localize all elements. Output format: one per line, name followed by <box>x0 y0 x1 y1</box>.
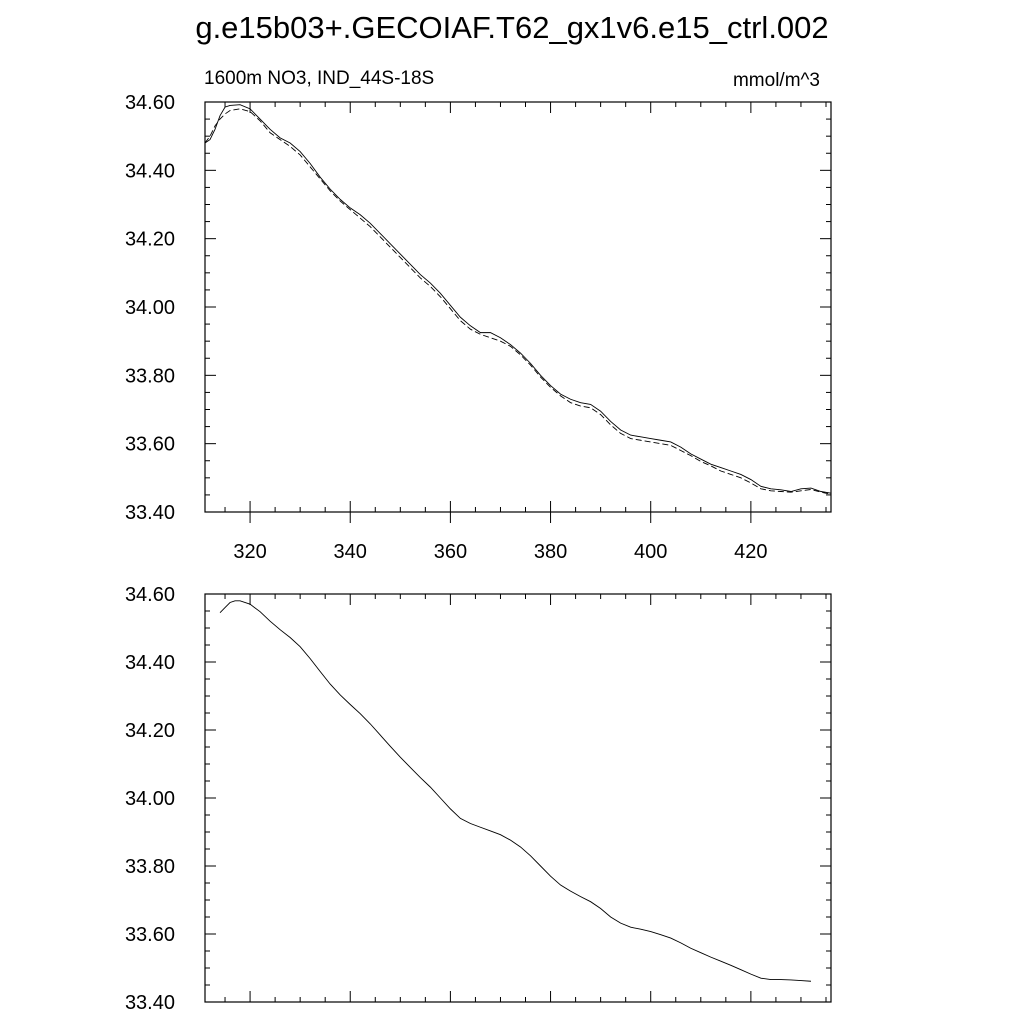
x-tick-label: 360 <box>434 541 467 563</box>
y-tick-label: 33.40 <box>125 502 175 524</box>
y-tick-label: 33.80 <box>125 365 175 387</box>
plot-frame <box>204 593 832 1003</box>
upper-plot-panel: 33.40 33.60 33.80 34.00 34.20 34.40 34.60 320 34… <box>125 92 832 563</box>
series-line-solid <box>204 104 832 494</box>
y-tick-label: 33.40 <box>125 992 175 1014</box>
series-line-dashed <box>204 108 832 495</box>
y-tick-label: 33.60 <box>125 434 175 456</box>
x-tick-label: 400 <box>634 541 667 563</box>
x-tick-label: 420 <box>734 541 767 563</box>
series-line-solid <box>219 600 812 982</box>
x-tick-label: 340 <box>334 541 367 563</box>
panel1-units-label: mmol/m^3 <box>733 70 820 91</box>
figure-title: g.e15b03+.GECOIAF.T62_gx1v6.e15_ctrl.002 <box>195 10 828 45</box>
lower-plot-panel: 33.40 33.60 33.80 34.00 34.20 34.40 34.60 <box>125 584 832 1014</box>
y-tick-label: 34.60 <box>125 584 175 606</box>
plot-frame <box>204 101 832 513</box>
y-tick-label: 34.60 <box>125 92 175 114</box>
y-tick-label: 34.40 <box>125 160 175 182</box>
x-tick-label: 320 <box>233 541 266 563</box>
y-tick-label: 33.80 <box>125 856 175 878</box>
y-tick-label: 34.00 <box>125 297 175 319</box>
x-tick-label: 380 <box>534 541 567 563</box>
y-tick-label: 34.40 <box>125 652 175 674</box>
y-tick-label: 34.20 <box>125 720 175 742</box>
y-tick-label: 34.00 <box>125 788 175 810</box>
panel1-left-label: 1600m NO3, IND_44S-18S <box>204 68 434 89</box>
y-tick-label: 34.20 <box>125 229 175 251</box>
y-tick-label: 33.60 <box>125 924 175 946</box>
